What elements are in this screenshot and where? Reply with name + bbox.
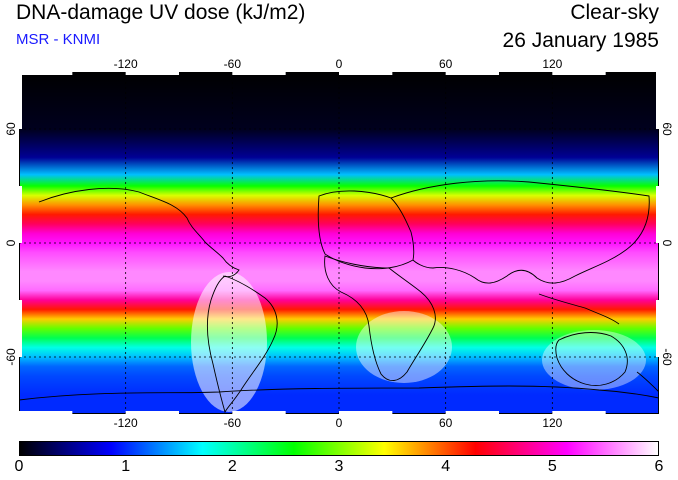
- colorbar: [19, 441, 659, 456]
- lon-tick-bottom-e120: 120: [542, 416, 563, 430]
- lon-tick-top-0: 0: [335, 57, 343, 71]
- colorbar-label-6: 6: [654, 458, 664, 475]
- frame-segment-right: [656, 72, 659, 129]
- frame-segment-top: [552, 72, 606, 75]
- south-america-coast: [206, 275, 278, 414]
- frame-segment-top: [125, 72, 179, 75]
- maritime-asia-coast: [538, 293, 620, 325]
- africa-coast: [324, 255, 436, 381]
- frame-segment-bottom: [125, 411, 179, 414]
- frame-segment-left: [19, 72, 22, 129]
- colorbar-label-3: 3: [334, 458, 344, 475]
- frame-segment-top: [339, 72, 393, 75]
- land-hotspots: [191, 272, 646, 412]
- map-title: DNA-damage UV dose (kJ/m2): [16, 1, 306, 24]
- lat-tick-left-s60: -60: [4, 348, 18, 366]
- frame-segment-bottom: [552, 411, 606, 414]
- frame-ticks: [19, 72, 659, 414]
- frame-segment-right: [656, 186, 659, 243]
- lat-tick-right-0: 0: [660, 239, 674, 247]
- southern-africa-hotspot: [356, 311, 452, 383]
- colorbar-label-0: 0: [14, 458, 24, 475]
- europe-coast: [317, 190, 415, 270]
- coastlines: [19, 180, 659, 414]
- colorbar-label-2: 2: [227, 458, 237, 475]
- lat-tick-left-n60: 60: [4, 122, 18, 136]
- source-label: MSR - KNMI: [16, 31, 101, 48]
- lon-tick-top-w120: -120: [113, 57, 138, 71]
- frame-segment-left: [19, 186, 22, 243]
- lon-tick-top-e120: 120: [542, 57, 563, 71]
- frame-segment-right: [656, 300, 659, 357]
- australia-coast: [555, 332, 628, 386]
- asia-coast: [390, 180, 650, 284]
- new-zealand-coast: [636, 371, 659, 393]
- lat-tick-right-n60: 60: [660, 122, 674, 136]
- frame-segment-bottom: [232, 411, 286, 414]
- lat-tick-right-s60: -60: [660, 348, 674, 366]
- frame-segment-bottom: [445, 411, 499, 414]
- lon-tick-bottom-e60: 60: [438, 416, 453, 430]
- frame-segment-top: [232, 72, 286, 75]
- frame-segment-top: [445, 72, 499, 75]
- colorbar-label-4: 4: [441, 458, 451, 475]
- lon-tick-top-w60: -60: [223, 57, 241, 71]
- date-label: 26 January 1985: [502, 29, 659, 52]
- lon-tick-bottom-w120: -120: [113, 416, 138, 430]
- south-america-hotspot: [191, 272, 267, 412]
- graticule: [19, 72, 659, 414]
- colorbar-label-5: 5: [547, 458, 557, 475]
- sky-condition-label: Clear-sky: [570, 1, 659, 24]
- lat-tick-left-0: 0: [4, 239, 18, 247]
- frame-segment-bottom: [339, 411, 393, 414]
- lon-tick-bottom-w60: -60: [223, 416, 241, 430]
- colorbar-label-1: 1: [121, 458, 131, 475]
- lon-tick-bottom-0: 0: [335, 416, 343, 430]
- antarctica-coast: [19, 385, 659, 401]
- frame-segment-left: [19, 300, 22, 357]
- uv-dose-map: [19, 72, 659, 414]
- north-america-coast: [38, 187, 240, 278]
- map-canvas: [19, 72, 659, 414]
- frame-segment-top: [19, 72, 73, 75]
- lon-tick-top-e60: 60: [438, 57, 453, 71]
- frame-segment-bottom: [19, 411, 73, 414]
